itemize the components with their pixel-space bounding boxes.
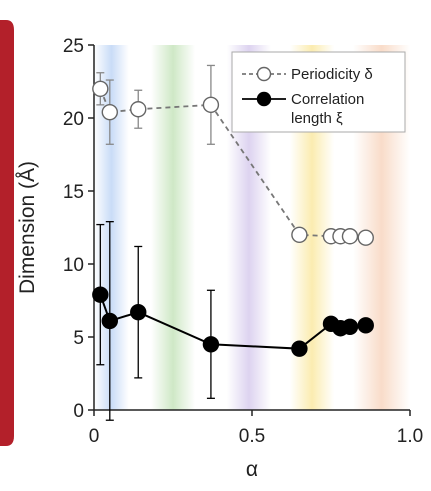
- data-point: [101, 103, 119, 121]
- data-point: [101, 312, 119, 330]
- legend-label: Periodicity δ: [291, 66, 373, 83]
- legend-marker: [256, 66, 272, 82]
- data-point: [341, 228, 359, 245]
- data-point: [357, 317, 374, 334]
- x-tick-label: 1.0: [397, 426, 423, 447]
- background-band: [150, 45, 196, 410]
- series-periodicity: [92, 64, 374, 246]
- x-tick-label: 0: [89, 426, 100, 447]
- data-series: [92, 64, 374, 421]
- data-point: [202, 96, 220, 114]
- background-band: [94, 45, 129, 410]
- y-tick-label: 10: [63, 255, 84, 276]
- y-tick-label: 15: [63, 182, 84, 203]
- data-point: [291, 340, 308, 357]
- data-point: [92, 286, 109, 303]
- data-point: [92, 80, 109, 98]
- y-tick-label: 20: [63, 109, 84, 130]
- y-axis-label: Dimension (Å): [16, 161, 39, 294]
- data-point: [130, 303, 147, 321]
- x-axis-label: α: [246, 458, 258, 481]
- data-point: [130, 101, 147, 118]
- legend-label: length ξ: [291, 110, 343, 127]
- legend-label: Correlation: [291, 91, 364, 108]
- legend: Periodicity δ Correlation length ξ: [231, 51, 406, 133]
- data-point: [291, 226, 308, 244]
- y-tick-label: 0: [73, 401, 84, 422]
- axes: 0 5 10 15 20 25 0 0.5 1.0: [63, 36, 423, 447]
- y-tick-label: 5: [73, 328, 84, 349]
- series-correlation-length: [92, 221, 374, 421]
- data-point: [357, 229, 374, 246]
- y-tick-label: 25: [63, 36, 84, 57]
- x-tick-label: 0.5: [239, 426, 265, 447]
- data-point: [202, 336, 220, 353]
- legend-marker: [256, 91, 272, 107]
- data-point: [341, 318, 359, 335]
- legend-box: [231, 51, 406, 133]
- left-accent-frame: [0, 20, 14, 446]
